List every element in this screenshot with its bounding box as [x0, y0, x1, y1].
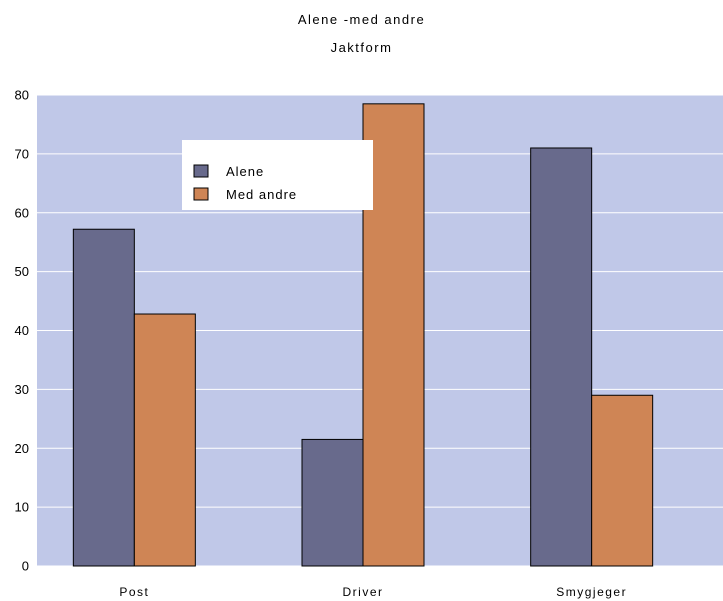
bar-med-andre-post	[133, 313, 196, 567]
legend-label: Med andre	[226, 187, 297, 202]
legend-swatch	[193, 187, 209, 201]
bar-med-andre-driver	[362, 103, 425, 567]
y-tick-label: 20	[15, 441, 29, 456]
y-tick-label: 40	[15, 323, 29, 338]
bar-med-andre-smygjeger	[591, 394, 654, 567]
y-tick-label: 80	[15, 88, 29, 103]
x-tick-label: Smygjeger	[556, 585, 627, 599]
y-tick-label: 0	[22, 559, 29, 574]
y-axis: 0 10 20 30 40 50 60 70 80	[15, 88, 29, 574]
bars	[72, 103, 654, 567]
bar-alene-smygjeger	[530, 147, 593, 567]
x-axis: Post Driver Smygjeger	[119, 585, 627, 599]
legend-swatch	[193, 164, 209, 178]
bar-alene-driver	[301, 438, 364, 567]
x-tick-label: Post	[119, 585, 149, 599]
legend: Alene Med andre	[182, 140, 373, 210]
chart-title: Alene -med andre	[297, 12, 426, 27]
chart-subtitle: Jaktform	[330, 40, 393, 55]
y-tick-label: 10	[15, 500, 29, 515]
bar-alene-post	[72, 228, 135, 567]
y-tick-label: 70	[15, 146, 29, 161]
legend-label: Alene	[226, 164, 264, 179]
y-tick-label: 60	[15, 205, 29, 220]
legend-box	[182, 140, 373, 210]
x-tick-label: Driver	[343, 585, 384, 599]
y-tick-label: 50	[15, 264, 29, 279]
y-tick-label: 30	[15, 382, 29, 397]
